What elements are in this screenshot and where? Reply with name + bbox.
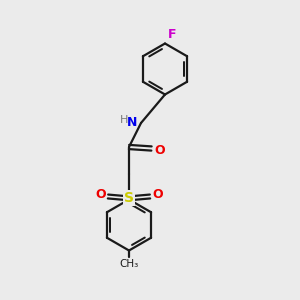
Text: CH₃: CH₃ xyxy=(119,259,139,269)
Text: N: N xyxy=(127,116,137,130)
Text: O: O xyxy=(152,188,163,202)
Text: O: O xyxy=(154,143,164,157)
Text: O: O xyxy=(95,188,106,202)
Text: H: H xyxy=(120,115,129,125)
Text: F: F xyxy=(167,28,176,41)
Text: S: S xyxy=(124,191,134,205)
